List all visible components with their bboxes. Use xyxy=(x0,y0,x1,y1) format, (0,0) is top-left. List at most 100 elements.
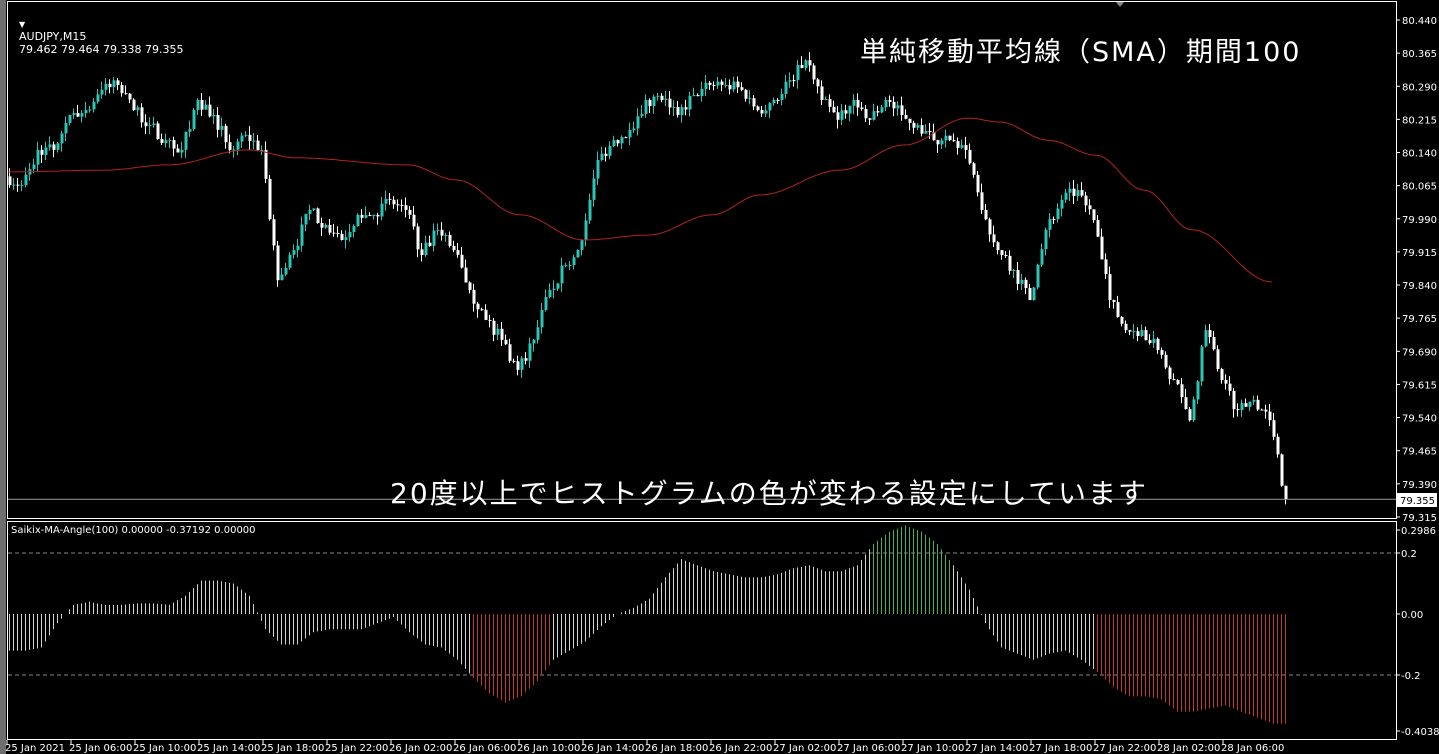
candle-body xyxy=(172,140,176,149)
candle-body xyxy=(1136,331,1140,337)
candle-body xyxy=(148,125,152,127)
candle-body xyxy=(1216,349,1220,370)
candle-body xyxy=(672,107,676,109)
candle-body xyxy=(112,80,116,88)
candle-body xyxy=(488,319,492,321)
candle-body xyxy=(460,254,464,268)
candle-body xyxy=(516,361,520,370)
sma-line xyxy=(7,117,1273,283)
candle-body xyxy=(1164,354,1168,368)
candle-body xyxy=(984,209,988,220)
candle-body xyxy=(732,81,736,90)
candle-body xyxy=(528,343,532,361)
candle-body xyxy=(520,358,524,370)
candle-body xyxy=(700,88,704,97)
candle-body xyxy=(956,141,960,148)
candle-body xyxy=(1196,381,1200,400)
candle-body xyxy=(788,80,792,82)
candle-body xyxy=(1128,330,1132,332)
candle-body xyxy=(792,80,796,82)
candle-body xyxy=(664,98,668,100)
candle-body xyxy=(916,125,920,128)
candle-body xyxy=(888,99,892,102)
candle-body xyxy=(252,140,256,142)
candle-body xyxy=(864,108,868,119)
candle-body xyxy=(892,101,896,109)
candle-body xyxy=(1272,420,1276,437)
candle-body xyxy=(1068,188,1072,193)
candle-body xyxy=(636,116,640,129)
candle-body xyxy=(1268,411,1272,421)
candle-body xyxy=(208,104,212,117)
time-tick-label: 26 Jan 22:00 xyxy=(709,743,772,754)
candle-body xyxy=(1036,264,1040,288)
candle-body xyxy=(368,215,372,217)
candle-body xyxy=(36,149,40,165)
candle-body xyxy=(452,245,456,251)
candle-body xyxy=(124,93,128,95)
price-axis: 80.440 80.365 80.290 80.215 80.140 80.065 79.9… xyxy=(1396,16,1437,524)
indicator-tick-label: 0.2 xyxy=(1401,549,1417,560)
candle-body xyxy=(1240,403,1244,411)
candle-body xyxy=(436,229,440,231)
candle-body xyxy=(860,107,864,109)
candle-body xyxy=(784,81,788,94)
time-tick-label: 27 Jan 02:00 xyxy=(773,743,836,754)
candle-body xyxy=(12,184,16,186)
time-tick-label: 26 Jan 10:00 xyxy=(517,743,580,754)
candle-body xyxy=(448,235,452,246)
candle-body xyxy=(1144,330,1148,341)
candle-body xyxy=(508,344,512,361)
candle-body xyxy=(424,242,428,256)
candle-body xyxy=(1228,383,1232,391)
candle-body xyxy=(824,98,828,100)
triangle-down-icon[interactable]: ▼ xyxy=(19,20,26,29)
indicator-tick-label: 0.2986 xyxy=(1401,526,1436,537)
candle-body xyxy=(660,95,664,100)
candle-body xyxy=(696,95,700,97)
candle-body xyxy=(1264,409,1268,412)
candle-body xyxy=(132,99,136,111)
candle-body xyxy=(820,86,824,100)
candle-body xyxy=(920,125,924,134)
candle-body xyxy=(1012,270,1016,272)
candle-body xyxy=(968,149,972,164)
candle-body xyxy=(72,112,76,115)
candle-body xyxy=(1188,409,1192,421)
candle-body xyxy=(1224,380,1228,384)
candle-body xyxy=(84,110,88,114)
candle-body xyxy=(976,174,980,193)
candle-body xyxy=(880,107,884,113)
candle-body xyxy=(60,133,64,144)
candle-body xyxy=(496,328,500,335)
candle-body xyxy=(704,82,708,89)
candle-body xyxy=(972,163,976,175)
candle-body xyxy=(276,245,280,281)
candle-body xyxy=(1092,209,1096,221)
candle-body xyxy=(80,113,84,117)
candle-body xyxy=(856,99,860,108)
candle-body xyxy=(308,209,312,214)
candle-body xyxy=(772,99,776,104)
candle-body xyxy=(432,230,436,246)
candle-body xyxy=(748,98,752,100)
candle-body xyxy=(768,103,772,111)
current-price-label: 79.355 xyxy=(1400,496,1435,507)
time-tick-label: 27 Jan 22:00 xyxy=(1093,743,1156,754)
candle-body xyxy=(176,148,180,153)
candle-body xyxy=(328,224,332,233)
candle-body xyxy=(964,145,968,150)
time-tick-label: 27 Jan 06:00 xyxy=(837,743,900,754)
histogram xyxy=(9,525,1286,724)
candle-body xyxy=(1064,192,1068,200)
candle-body xyxy=(136,107,140,111)
panel-handle-icon[interactable] xyxy=(1116,2,1124,7)
candle-body xyxy=(260,149,264,151)
time-axis: 25 Jan 2021 25 Jan 06:00 25 Jan 10:00 25 Ja… xyxy=(5,740,1284,754)
candle-body xyxy=(1180,384,1184,398)
candle-body xyxy=(924,130,928,134)
candle-body xyxy=(608,146,612,156)
candle-body xyxy=(92,101,96,110)
candle-body xyxy=(1104,259,1108,275)
